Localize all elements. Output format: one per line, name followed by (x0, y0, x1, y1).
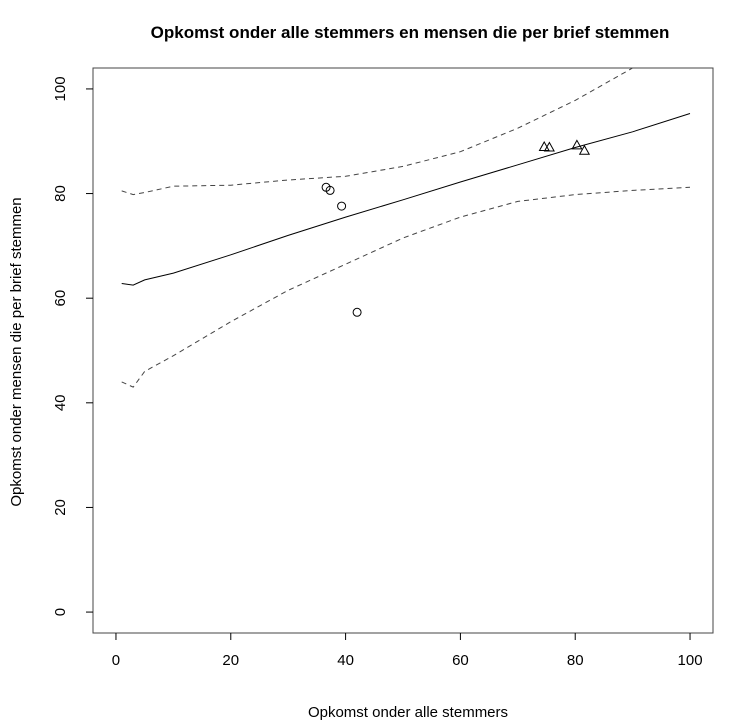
y-tick-label: 100 (52, 76, 69, 101)
x-tick-label: 80 (567, 652, 584, 669)
triangle-point (538, 140, 550, 151)
triangle-point (571, 139, 583, 150)
y-tick-label: 40 (52, 394, 69, 411)
x-axis: 0 20 40 60 80 100 (112, 633, 703, 669)
circle-point (325, 185, 335, 195)
x-tick-label: 40 (337, 652, 354, 669)
plot-area-frame (92, 67, 714, 634)
x-tick-label: 0 (112, 652, 120, 669)
y-tick-label: 60 (52, 290, 69, 307)
y-axis-label: Opkomst onder mensen die per brief stemm… (8, 197, 25, 506)
lower-band-line (121, 186, 691, 388)
triangle-point (578, 144, 591, 155)
x-tick-label: 100 (678, 652, 703, 669)
fit-line-layer (121, 113, 691, 286)
chart-title: Opkomst onder alle stemmers en mensen di… (151, 23, 670, 42)
confidence-band-layer (121, 68, 691, 388)
upper-band-line (121, 68, 633, 196)
triangle-point (543, 141, 555, 152)
x-tick-label: 60 (452, 652, 469, 669)
y-axis: 0 20 40 60 80 100 (52, 76, 93, 616)
circle-point (352, 307, 362, 317)
circle-point (337, 201, 347, 211)
y-tick-label: 20 (52, 499, 69, 516)
y-tick-label: 0 (52, 608, 69, 616)
x-tick-label: 20 (222, 652, 239, 669)
x-axis-label: Opkomst onder alle stemmers (308, 704, 508, 721)
y-tick-label: 80 (52, 185, 69, 202)
data-points-layer (321, 139, 591, 317)
fit-line (121, 113, 691, 286)
